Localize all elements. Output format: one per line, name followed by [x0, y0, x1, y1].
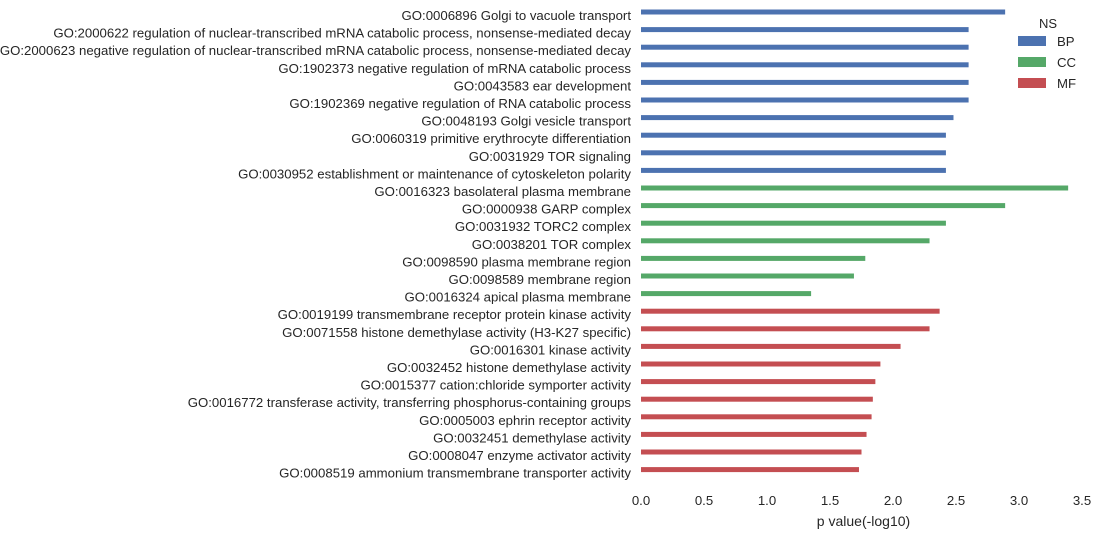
y-tick-label: GO:0030952 establishment or maintenance …	[238, 166, 631, 181]
x-tick-label: 2.5	[947, 493, 965, 508]
bar-mf	[641, 449, 862, 455]
y-tick-label: GO:0031929 TOR signaling	[469, 149, 631, 164]
bar-bp	[641, 62, 969, 68]
y-tick-label: GO:1902373 negative regulation of mRNA c…	[278, 61, 631, 76]
y-tick-label: GO:0016301 kinase activity	[470, 342, 632, 357]
y-tick-label: GO:2000622 regulation of nuclear-transcr…	[53, 26, 631, 41]
x-tick-label: 0.0	[632, 493, 650, 508]
bar-cc	[641, 291, 812, 297]
x-tick-label: 2.0	[884, 493, 902, 508]
bar-bp	[641, 79, 969, 85]
y-tick-label: GO:0016324 apical plasma membrane	[404, 290, 631, 305]
y-tick-label: GO:0048193 Golgi vesicle transport	[421, 114, 631, 129]
bar-mf	[641, 467, 859, 473]
bar-mf	[641, 308, 940, 314]
bar-cc	[641, 203, 1006, 209]
y-tick-label: GO:1902369 negative regulation of RNA ca…	[289, 96, 631, 111]
y-tick-label: GO:0016772 transferase activity, transfe…	[188, 395, 632, 410]
y-tick-label: GO:0016323 basolateral plasma membrane	[374, 184, 631, 199]
y-tick-labels: GO:0006896 Golgi to vacuole transport GO:…	[0, 8, 631, 481]
bar-group	[641, 9, 1069, 473]
x-tick-label: 1.5	[821, 493, 839, 508]
bar-cc	[641, 220, 946, 226]
bar-mf	[641, 326, 930, 332]
y-tick-label: GO:0005003 ephrin receptor activity	[419, 413, 631, 428]
x-tick-label: 0.5	[695, 493, 713, 508]
y-tick-label: GO:0098590 plasma membrane region	[402, 254, 631, 269]
legend-title: NS	[1039, 16, 1057, 31]
y-tick-label: GO:0098589 membrane region	[448, 272, 631, 287]
legend: NS BP CC MF	[1018, 16, 1077, 91]
bar-cc	[641, 273, 854, 279]
bar-mf	[641, 343, 901, 349]
bar-bp	[641, 115, 954, 121]
x-tick-label: 3.0	[1010, 493, 1028, 508]
x-tick-label: 1.0	[758, 493, 776, 508]
bar-mf	[641, 361, 881, 367]
y-tick-label: GO:0060319 primitive erythrocyte differe…	[351, 131, 631, 146]
y-tick-label: GO:0032452 histone demethylase activity	[387, 360, 632, 375]
legend-label-bp: BP	[1057, 34, 1075, 49]
legend-label-cc: CC	[1057, 55, 1077, 70]
bar-cc	[641, 255, 866, 261]
y-tick-label: GO:0019199 transmembrane receptor protei…	[278, 307, 632, 322]
y-tick-label: GO:0038201 TOR complex	[472, 237, 632, 252]
x-axis-label: p value(-log10)	[817, 513, 910, 529]
legend-label-mf: MF	[1057, 76, 1076, 91]
bar-bp	[641, 132, 946, 138]
y-tick-label: GO:0043583 ear development	[454, 78, 632, 93]
y-tick-label: GO:0008519 ammonium transmembrane transp…	[279, 466, 631, 481]
bar-bp	[641, 150, 946, 156]
bar-bp	[641, 97, 969, 103]
bar-bp	[641, 44, 969, 50]
bar-cc	[641, 185, 1069, 191]
bar-mf	[641, 396, 873, 402]
bar-bp	[641, 27, 969, 33]
bar-cc	[641, 238, 930, 244]
y-tick-label: GO:0031932 TORC2 complex	[455, 219, 632, 234]
bar-mf	[641, 414, 872, 420]
bar-bp	[641, 9, 1006, 15]
legend-swatch-cc	[1018, 57, 1046, 67]
x-tick-labels: 0.0 0.5 1.0 1.5 2.0 2.5 3.0 3.5	[632, 493, 1091, 508]
y-tick-label: GO:0008047 enzyme activator activity	[408, 448, 631, 463]
y-tick-label: GO:0015377 cation:chloride symporter act…	[361, 378, 632, 393]
y-tick-label: GO:0071558 histone demethylase activity …	[282, 325, 631, 340]
x-tick-label: 3.5	[1073, 493, 1091, 508]
legend-swatch-mf	[1018, 78, 1046, 88]
bar-bp	[641, 167, 946, 173]
y-tick-label: GO:0006896 Golgi to vacuole transport	[402, 8, 632, 23]
bar-mf	[641, 379, 876, 385]
y-tick-label: GO:0032451 demethylase activity	[433, 430, 631, 445]
y-tick-label: GO:0000938 GARP complex	[462, 202, 631, 217]
legend-swatch-bp	[1018, 36, 1046, 46]
bar-mf	[641, 431, 867, 437]
y-tick-label: GO:2000623 negative regulation of nuclea…	[0, 43, 631, 58]
